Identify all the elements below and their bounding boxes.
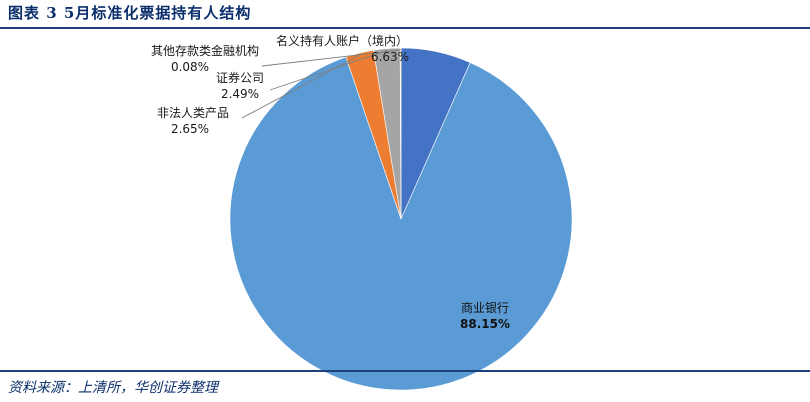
source-note: 资料来源：上清所，华创证券整理 <box>8 380 218 396</box>
source-divider <box>0 370 810 372</box>
figure-title: 图表 3 5月标准化票据持有人结构 <box>8 4 252 22</box>
leader-lines <box>241 49 401 119</box>
leader-non-legal-person-products <box>241 54 361 119</box>
slice-value-nominal-holder: 6.63% <box>371 50 409 64</box>
slice-value-other-deposit-institutions: 0.08% <box>171 60 209 74</box>
leader-other-deposit-institutions <box>261 49 401 67</box>
slice-label-nominal-holder: 名义持有人账户（境内） <box>276 33 408 48</box>
slice-value-non-legal-person-products: 2.65% <box>171 122 209 136</box>
slice-commercial-bank <box>229 56 573 391</box>
slice-label-securities-company: 证券公司 <box>216 70 264 85</box>
leader-securities-company <box>269 50 388 91</box>
pie-slices <box>229 47 573 391</box>
slice-label-other-deposit-institutions: 其他存款类金融机构 <box>151 43 259 58</box>
slice-value-securities-company: 2.49% <box>221 87 259 101</box>
slice-value-commercial-bank: 88.15% <box>460 317 510 331</box>
title-divider <box>0 27 810 29</box>
slice-other-deposit-institutions <box>399 47 402 220</box>
slice-label-commercial-bank: 商业银行 <box>461 300 509 315</box>
slice-label-non-legal-person-products: 非法人类产品 <box>157 106 229 120</box>
